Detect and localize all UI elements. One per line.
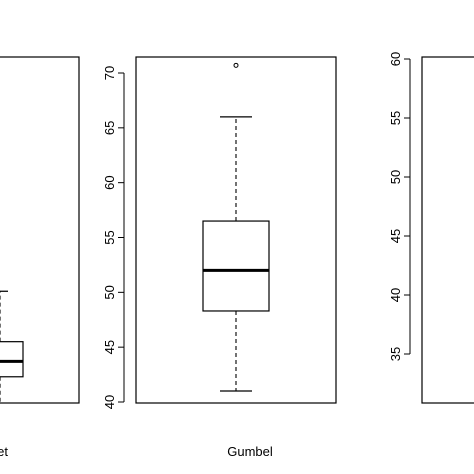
y-tick-label-3-50: 50 (388, 170, 403, 184)
plot-frame-3 (421, 56, 474, 404)
plot-frame-2 (135, 56, 337, 404)
x-category-label-2: Gumbel (227, 444, 273, 459)
iqr-box-2 (202, 220, 270, 312)
x-category-label-1: net (0, 444, 8, 459)
y-tick-label-3-45: 45 (388, 229, 403, 243)
y-tick-label-2-50: 50 (102, 285, 117, 299)
y-tick-label-2-60: 60 (102, 175, 117, 189)
y-tick-label-2-45: 45 (102, 340, 117, 354)
outlier-point-2-1 (233, 62, 239, 68)
y-tick-label-3-40: 40 (388, 288, 403, 302)
y-tick-label-2-40: 40 (102, 395, 117, 409)
y-tick-label-2-65: 65 (102, 121, 117, 135)
y-tick-label-2-70: 70 (102, 66, 117, 80)
y-tick-label-3-60: 60 (388, 52, 403, 66)
y-tick-label-3-35: 35 (388, 347, 403, 361)
y-tick-label-2-55: 55 (102, 230, 117, 244)
plot-frame-1 (0, 56, 80, 404)
iqr-box-1 (0, 341, 24, 378)
y-tick-label-3-55: 55 (388, 111, 403, 125)
